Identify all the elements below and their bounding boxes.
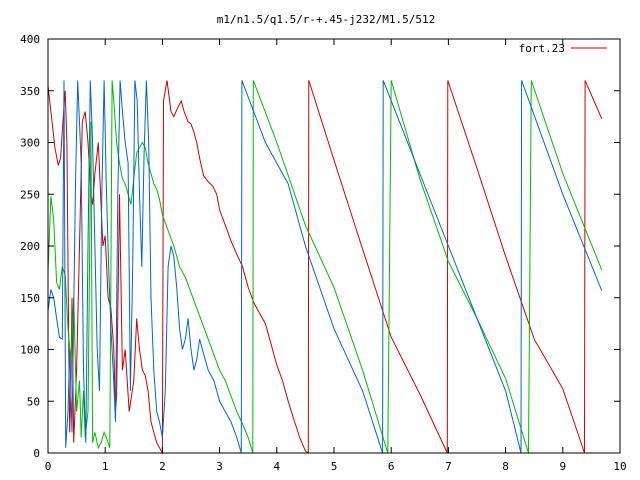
legend-label: fort.23 — [519, 42, 565, 55]
y-tick-label: 400 — [20, 33, 40, 46]
x-tick-label: 4 — [273, 460, 280, 473]
y-tick-label: 0 — [33, 447, 40, 460]
x-tick-label: 3 — [216, 460, 223, 473]
y-tick-label: 300 — [20, 137, 40, 150]
x-tick-label: 7 — [445, 460, 452, 473]
y-tick-label: 100 — [20, 344, 40, 357]
y-tick-label: 250 — [20, 188, 40, 201]
series-line-0 — [47, 80, 603, 455]
legend: fort.23 — [519, 42, 607, 55]
x-tick-label: 1 — [102, 460, 109, 473]
x-tick-label: 0 — [45, 460, 52, 473]
series-line-2 — [47, 80, 603, 454]
series-layer — [47, 80, 603, 455]
x-tick-label: 9 — [559, 460, 566, 473]
chart-title: m1/n1.5/q1.5/r-+.45-j232/M1.5/512 — [217, 13, 436, 26]
x-tick-label: 5 — [331, 460, 338, 473]
x-tick-label: 8 — [502, 460, 509, 473]
y-tick-label: 150 — [20, 292, 40, 305]
series-line-1 — [47, 80, 603, 454]
plot-frame — [47, 38, 621, 454]
x-tick-label: 10 — [613, 460, 626, 473]
y-tick-label: 50 — [27, 395, 40, 408]
x-tick-label: 6 — [388, 460, 395, 473]
y-tick-label: 350 — [20, 85, 40, 98]
x-tick-label: 2 — [159, 460, 166, 473]
y-tick-label: 200 — [20, 240, 40, 253]
